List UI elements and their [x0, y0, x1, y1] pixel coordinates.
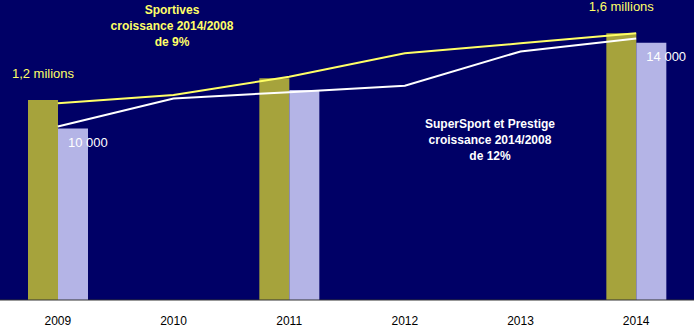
html-text:Sportives: Sportives — [144, 3, 200, 17]
html-text:croissance 2014/2008: croissance 2014/2008 — [110, 19, 234, 33]
svg-text:2014: 2014 — [623, 314, 650, 328]
html-text:de 12%: de 12% — [469, 149, 511, 163]
svg-text:14 000: 14 000 — [646, 49, 686, 64]
html-text:SuperSport et Prestige: SuperSport et Prestige — [425, 117, 555, 131]
svg-text:10 000: 10 000 — [68, 135, 108, 150]
svg-text:2011: 2011 — [276, 314, 302, 328]
html-text:croissance 2014/2008: croissance 2014/2008 — [428, 133, 552, 147]
svg-text:2010: 2010 — [160, 314, 187, 328]
svg-text:2012: 2012 — [391, 314, 418, 328]
svg-text:2013: 2013 — [507, 314, 534, 328]
svg-text:2009: 2009 — [44, 314, 71, 328]
html-text:de 9%: de 9% — [154, 35, 190, 49]
svg-text:1,2 milions: 1,2 milions — [12, 66, 75, 81]
svg-text:1,6 millions: 1,6 millions — [589, 0, 655, 14]
